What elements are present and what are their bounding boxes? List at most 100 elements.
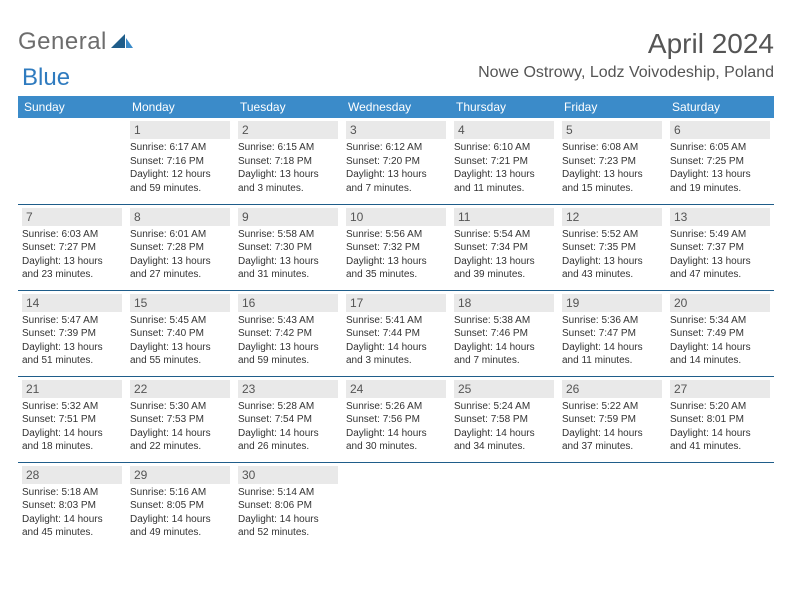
day-info: Sunrise: 5:24 AMSunset: 7:58 PMDaylight:… — [454, 400, 554, 454]
day-info: Sunrise: 5:34 AMSunset: 7:49 PMDaylight:… — [670, 314, 770, 368]
day-info-line: Daylight: 14 hours — [346, 341, 446, 355]
day-info-line: Sunrise: 5:32 AM — [22, 400, 122, 414]
day-number: 9 — [238, 208, 338, 226]
day-info: Sunrise: 5:28 AMSunset: 7:54 PMDaylight:… — [238, 400, 338, 454]
calendar-day-cell: 12Sunrise: 5:52 AMSunset: 7:35 PMDayligh… — [558, 204, 666, 290]
day-info-line: Daylight: 12 hours — [130, 168, 230, 182]
day-info-line: Sunrise: 6:15 AM — [238, 141, 338, 155]
day-info-line: Sunrise: 6:17 AM — [130, 141, 230, 155]
day-info-line: Sunrise: 5:26 AM — [346, 400, 446, 414]
day-info-line: Daylight: 13 hours — [130, 255, 230, 269]
calendar-day-cell: 6Sunrise: 6:05 AMSunset: 7:25 PMDaylight… — [666, 118, 774, 204]
day-info-line: and 15 minutes. — [562, 182, 662, 196]
day-info-line: Sunrise: 6:03 AM — [22, 228, 122, 242]
day-info-line: Sunrise: 5:36 AM — [562, 314, 662, 328]
day-info-line: Daylight: 14 hours — [238, 513, 338, 527]
weekday-header: Monday — [126, 96, 234, 118]
calendar-day-cell — [558, 462, 666, 548]
day-info-line: Daylight: 14 hours — [130, 427, 230, 441]
day-info: Sunrise: 6:05 AMSunset: 7:25 PMDaylight:… — [670, 141, 770, 195]
day-info-line: Sunset: 8:01 PM — [670, 413, 770, 427]
day-info-line: Daylight: 13 hours — [346, 255, 446, 269]
day-info-line: and 3 minutes. — [238, 182, 338, 196]
calendar-day-cell — [342, 462, 450, 548]
calendar-day-cell: 5Sunrise: 6:08 AMSunset: 7:23 PMDaylight… — [558, 118, 666, 204]
calendar-day-cell: 25Sunrise: 5:24 AMSunset: 7:58 PMDayligh… — [450, 376, 558, 462]
day-info-line: Sunrise: 5:22 AM — [562, 400, 662, 414]
calendar-week-row: 1Sunrise: 6:17 AMSunset: 7:16 PMDaylight… — [18, 118, 774, 204]
calendar-day-cell — [450, 462, 558, 548]
day-info-line: Daylight: 14 hours — [670, 427, 770, 441]
day-number: 22 — [130, 380, 230, 398]
brand-part1: General — [18, 28, 107, 56]
day-info-line: Sunset: 7:28 PM — [130, 241, 230, 255]
calendar-week-row: 21Sunrise: 5:32 AMSunset: 7:51 PMDayligh… — [18, 376, 774, 462]
day-number: 11 — [454, 208, 554, 226]
day-number: 7 — [22, 208, 122, 226]
day-info-line: Sunset: 7:30 PM — [238, 241, 338, 255]
day-info-line: and 41 minutes. — [670, 440, 770, 454]
day-info-line: Sunrise: 6:12 AM — [346, 141, 446, 155]
day-info: Sunrise: 5:14 AMSunset: 8:06 PMDaylight:… — [238, 486, 338, 540]
day-info-line: Sunset: 7:58 PM — [454, 413, 554, 427]
day-number: 8 — [130, 208, 230, 226]
calendar-day-cell: 28Sunrise: 5:18 AMSunset: 8:03 PMDayligh… — [18, 462, 126, 548]
day-info-line: and 14 minutes. — [670, 354, 770, 368]
day-info-line: Daylight: 13 hours — [238, 168, 338, 182]
calendar-day-cell: 30Sunrise: 5:14 AMSunset: 8:06 PMDayligh… — [234, 462, 342, 548]
calendar-week-row: 28Sunrise: 5:18 AMSunset: 8:03 PMDayligh… — [18, 462, 774, 548]
day-info-line: Daylight: 14 hours — [454, 341, 554, 355]
day-info: Sunrise: 5:56 AMSunset: 7:32 PMDaylight:… — [346, 228, 446, 282]
day-info-line: and 49 minutes. — [130, 526, 230, 540]
day-info-line: Daylight: 13 hours — [562, 168, 662, 182]
day-number: 13 — [670, 208, 770, 226]
day-info-line: Sunrise: 5:52 AM — [562, 228, 662, 242]
day-info-line: Sunset: 7:56 PM — [346, 413, 446, 427]
calendar-day-cell: 17Sunrise: 5:41 AMSunset: 7:44 PMDayligh… — [342, 290, 450, 376]
calendar-week-row: 14Sunrise: 5:47 AMSunset: 7:39 PMDayligh… — [18, 290, 774, 376]
day-info-line: and 34 minutes. — [454, 440, 554, 454]
day-info-line: Daylight: 13 hours — [238, 255, 338, 269]
day-info-line: Sunset: 7:18 PM — [238, 155, 338, 169]
day-info: Sunrise: 6:12 AMSunset: 7:20 PMDaylight:… — [346, 141, 446, 195]
day-info-line: Daylight: 14 hours — [22, 513, 122, 527]
day-info-line: Sunset: 7:59 PM — [562, 413, 662, 427]
day-info-line: Sunset: 7:27 PM — [22, 241, 122, 255]
title-block: April 2024 Nowe Ostrowy, Lodz Voivodeshi… — [478, 28, 774, 82]
day-info: Sunrise: 6:15 AMSunset: 7:18 PMDaylight:… — [238, 141, 338, 195]
day-info-line: Sunset: 7:47 PM — [562, 327, 662, 341]
day-info-line: and 45 minutes. — [22, 526, 122, 540]
day-info-line: Sunrise: 5:28 AM — [238, 400, 338, 414]
calendar-day-cell: 27Sunrise: 5:20 AMSunset: 8:01 PMDayligh… — [666, 376, 774, 462]
weekday-header: Saturday — [666, 96, 774, 118]
day-info-line: Sunset: 7:54 PM — [238, 413, 338, 427]
day-number: 24 — [346, 380, 446, 398]
day-info-line: Sunset: 7:20 PM — [346, 155, 446, 169]
day-info-line: Sunset: 7:25 PM — [670, 155, 770, 169]
day-info-line: Daylight: 14 hours — [454, 427, 554, 441]
calendar-day-cell: 9 Sunrise: 5:58 AMSunset: 7:30 PMDaylight… — [234, 204, 342, 290]
day-info-line: Daylight: 13 hours — [130, 341, 230, 355]
day-number — [346, 466, 446, 484]
day-info-line: and 37 minutes. — [562, 440, 662, 454]
day-info: Sunrise: 5:47 AMSunset: 7:39 PMDaylight:… — [22, 314, 122, 368]
day-info: Sunrise: 5:58 AMSunset: 7:30 PMDaylight:… — [238, 228, 338, 282]
day-number: 21 — [22, 380, 122, 398]
calendar-day-cell — [18, 118, 126, 204]
day-info-line: Sunrise: 5:49 AM — [670, 228, 770, 242]
day-number: 28 — [22, 466, 122, 484]
calendar-day-cell: 21Sunrise: 5:32 AMSunset: 7:51 PMDayligh… — [18, 376, 126, 462]
calendar-week-row: 7 Sunrise: 6:03 AMSunset: 7:27 PM Daylight… — [18, 204, 774, 290]
day-info-line: and 11 minutes. — [454, 182, 554, 196]
day-info: Sunrise: 5:36 AMSunset: 7:47 PMDaylight:… — [562, 314, 662, 368]
day-info-line: Sunrise: 5:34 AM — [670, 314, 770, 328]
day-info-line: Daylight: 14 hours — [562, 427, 662, 441]
day-info-line: Sunrise: 6:10 AM — [454, 141, 554, 155]
day-info: Sunrise: 6:10 AMSunset: 7:21 PMDaylight:… — [454, 141, 554, 195]
calendar-day-cell: 24Sunrise: 5:26 AMSunset: 7:56 PMDayligh… — [342, 376, 450, 462]
day-info-line: Sunset: 8:05 PM — [130, 499, 230, 513]
brand-part2: Blue — [22, 64, 70, 91]
day-info-line: and 22 minutes. — [130, 440, 230, 454]
calendar-day-cell: 15Sunrise: 5:45 AMSunset: 7:40 PMDayligh… — [126, 290, 234, 376]
day-info-line: and 52 minutes. — [238, 526, 338, 540]
